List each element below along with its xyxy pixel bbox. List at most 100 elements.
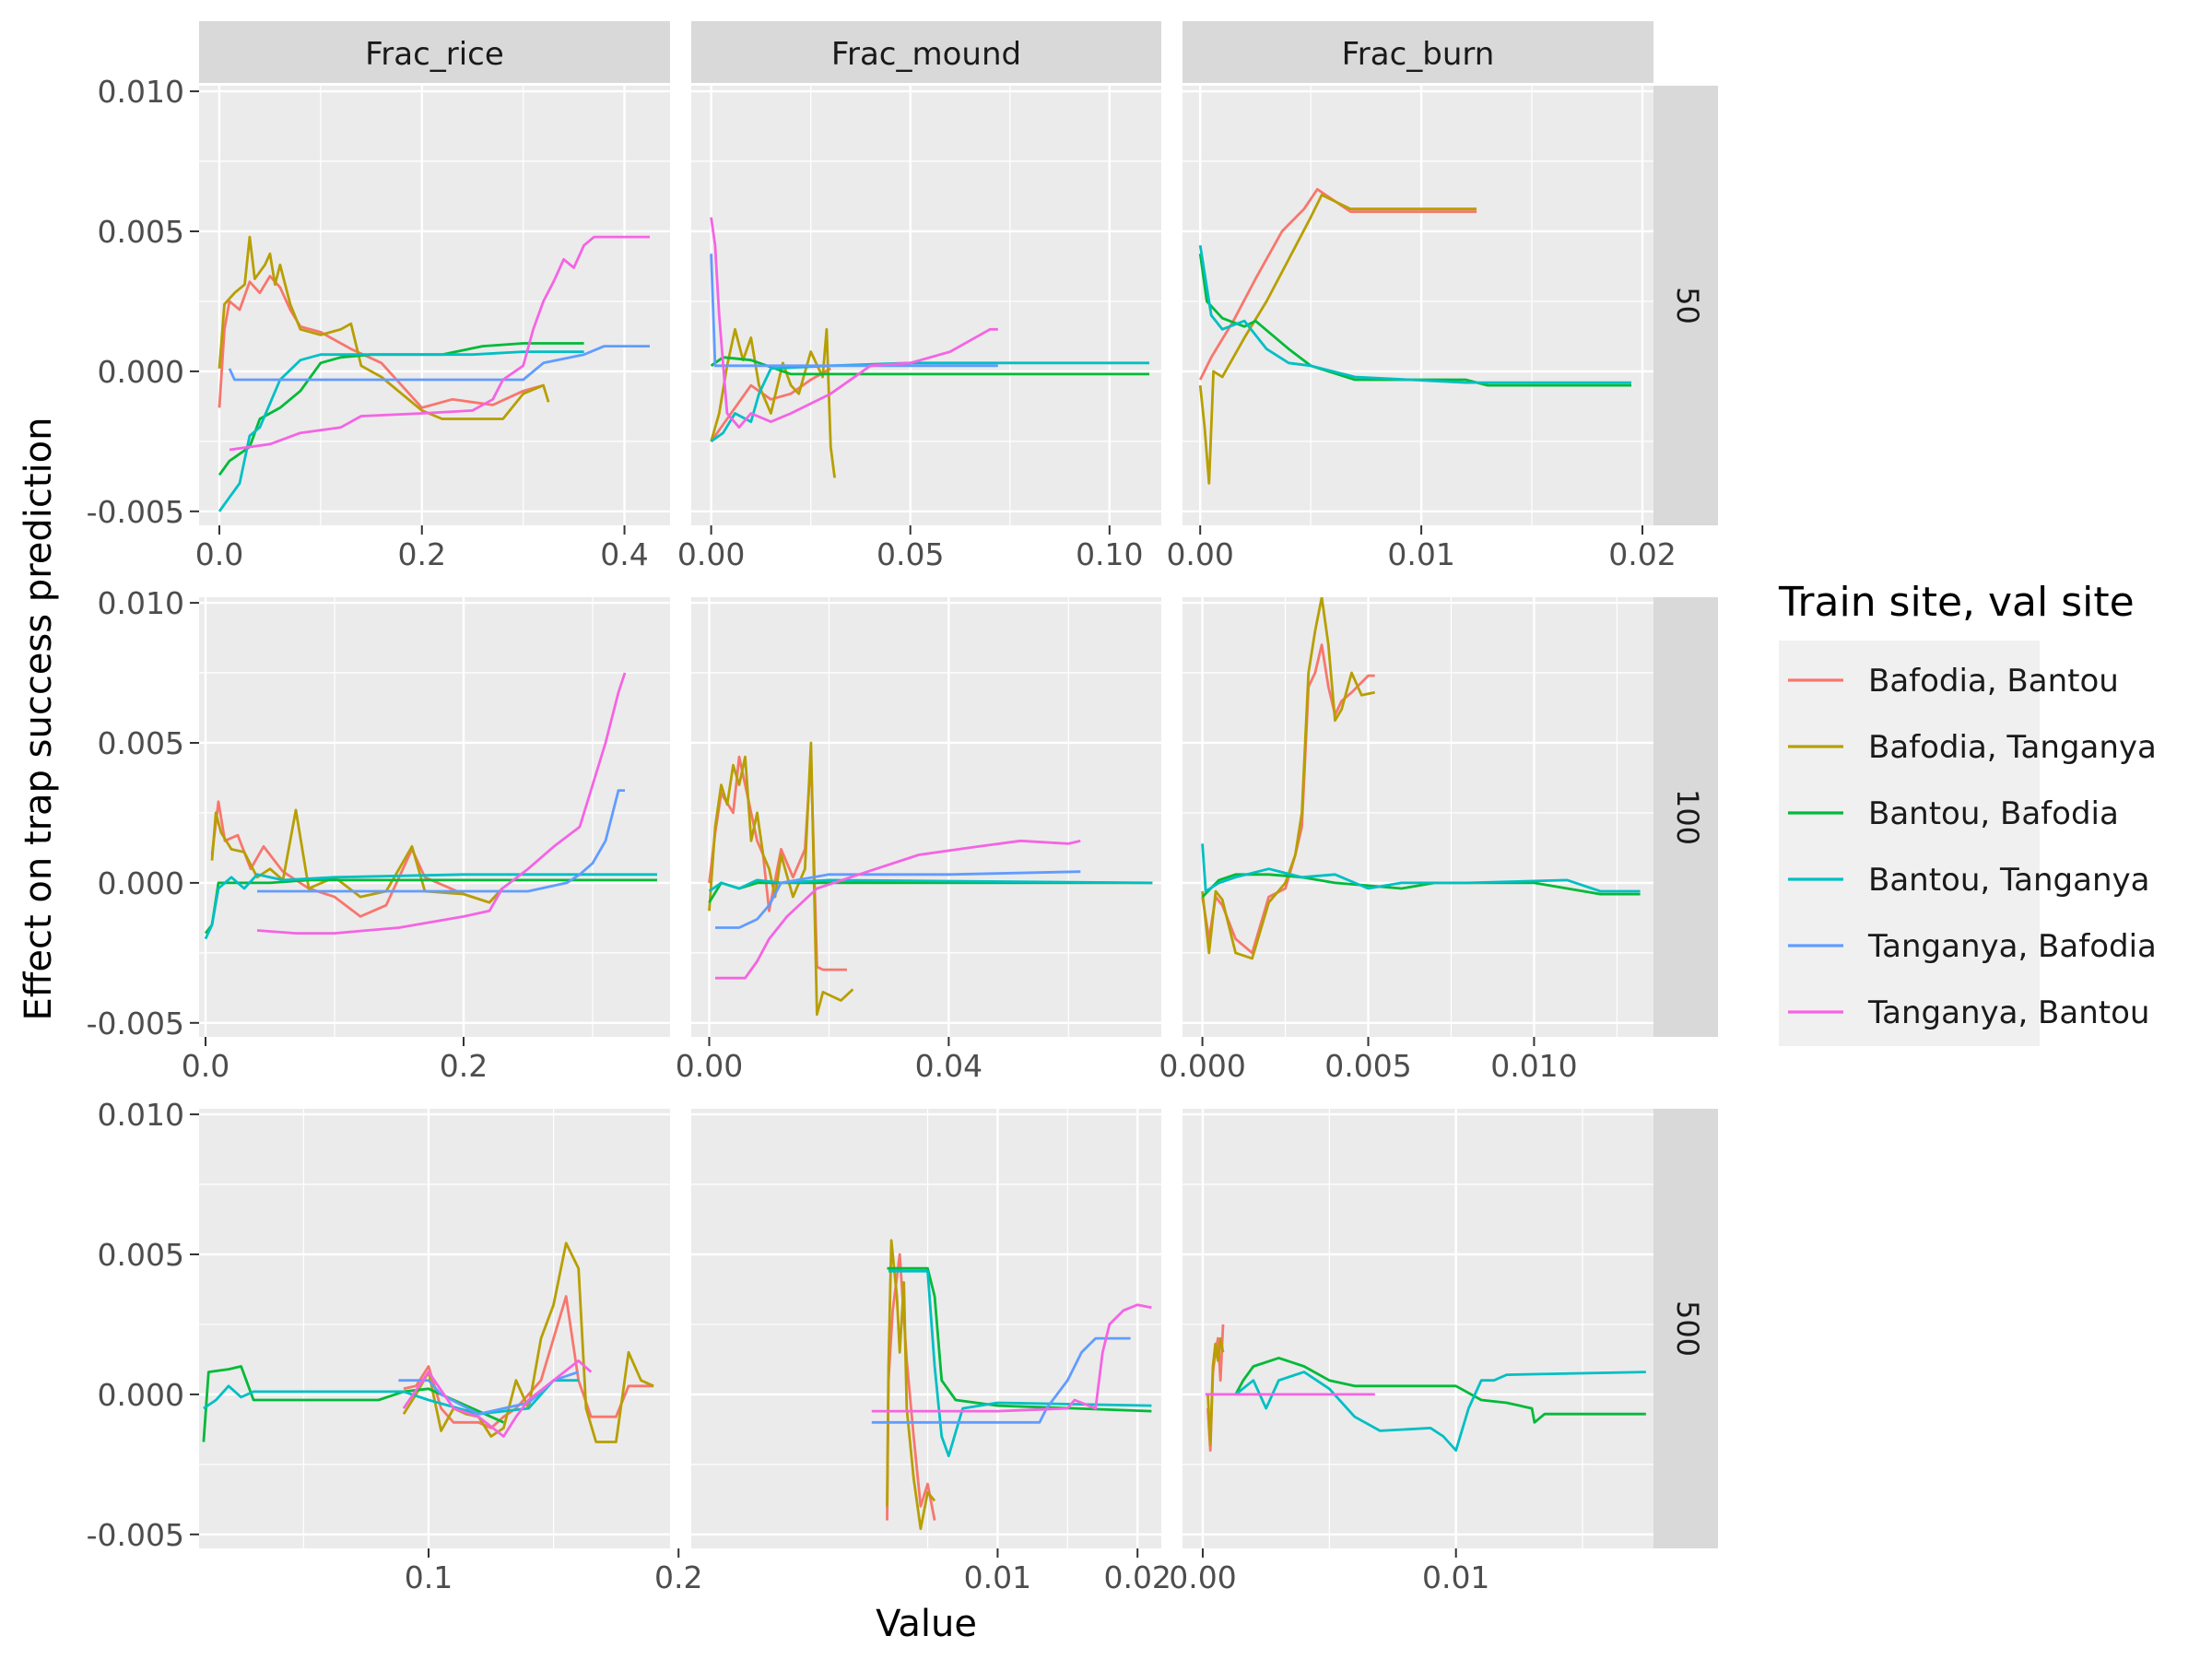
series-line-bafodia-tanganya	[1201, 597, 1375, 960]
series-line-bafodia-bantou	[710, 367, 831, 442]
legend-label: Tanganya, Bafodia	[1867, 928, 2157, 965]
x-tick-label: 0.04	[915, 1048, 982, 1084]
series-line-bantou-tanganya	[1198, 244, 1631, 384]
y-tick-label: 0.005	[98, 1237, 184, 1273]
series-line-tanganya-bafodia	[715, 870, 1081, 929]
panel-50-frac-rice: 0.0 0.2 0.4	[195, 86, 670, 572]
panel-background	[1182, 86, 1653, 525]
strip-label: 50	[1670, 287, 1705, 324]
series-line-bafodia-tanganya	[708, 741, 854, 1017]
y-tick-label: 0.005	[98, 725, 184, 761]
x-tick-label: 0.2	[440, 1048, 488, 1084]
series-line-bafodia-tanganya	[1206, 1336, 1225, 1446]
panels-layer: Frac_rice Frac_mound Frac_burn 50 100 500 -0.0…	[87, 21, 1718, 1595]
series-line-bantou-tanganya	[218, 350, 584, 512]
x-tick-label: 0.00	[1169, 1559, 1236, 1595]
y-tick-label: -0.005	[87, 1517, 184, 1553]
series-line-bafodia-bantou	[210, 800, 504, 918]
panel-500-frac-mound: 0.01 0.02	[691, 1109, 1171, 1595]
series-line-bafodia-bantou	[403, 1295, 654, 1430]
x-tick-label: 0.05	[877, 536, 944, 572]
panel-background	[199, 1109, 670, 1548]
strip-frac-rice	[199, 21, 670, 83]
x-tick-label: 0.01	[1387, 536, 1454, 572]
panel-background	[199, 86, 670, 525]
y-tick-label: 0.000	[98, 865, 184, 901]
x-tick-label: 0.0	[195, 536, 243, 572]
x-tick-label: 0.2	[654, 1559, 702, 1595]
y-tick-label: -0.005	[87, 494, 184, 530]
x-tick-label: 0.0	[182, 1048, 229, 1084]
legend: Train site, val site Bafodia, BantouBafo…	[1778, 579, 2157, 1046]
series-line-bantou-bafodia	[1201, 873, 1641, 899]
series-line-tanganya-bantou	[715, 839, 1081, 980]
legend-label: Bafodia, Tanganya	[1868, 729, 2157, 766]
x-tick-label: 0.00	[677, 536, 745, 572]
panel-500-frac-rice: 0.1 0.2	[199, 1109, 702, 1595]
panel-100-frac-rice: 0.0 0.2	[182, 597, 670, 1084]
x-tick-label: 0.01	[1422, 1559, 1489, 1595]
legend-label: Bantou, Tanganya	[1868, 862, 2149, 899]
strip-label: 500	[1670, 1300, 1705, 1357]
x-tick-label: 0.01	[964, 1559, 1031, 1595]
x-tick-label: 0.4	[600, 536, 648, 572]
strip-frac-burn	[1182, 21, 1653, 83]
x-tick-label: 0.02	[1103, 1559, 1171, 1595]
series-line-bantou-bafodia	[1234, 1357, 1646, 1424]
series-line-tanganya-bantou	[229, 235, 650, 452]
series-line-bantou-tanganya	[888, 1269, 1152, 1458]
panel-background	[1182, 597, 1653, 1037]
legend-entries: Bafodia, Bantou Bafodia, Tanganya Bantou, …	[1788, 663, 2157, 1031]
x-axis-title: Value	[876, 1603, 977, 1645]
y-tick-label: 0.005	[98, 214, 184, 250]
series-line-bafodia-tanganya	[710, 327, 836, 478]
y-axis-title: Effect on trap success prediction	[18, 418, 60, 1021]
series-line-tanganya-bafodia	[228, 345, 650, 382]
x-tick-label: 0.010	[1490, 1048, 1577, 1084]
strip-label: Frac_burn	[1342, 36, 1495, 73]
series-line-bantou-tanganya	[708, 878, 1153, 893]
y-tick-label: 0.010	[98, 1097, 184, 1133]
series-line-tanganya-bafodia	[871, 1336, 1131, 1424]
x-tick-label: 0.00	[1166, 536, 1233, 572]
legend-label: Tanganya, Bantou	[1867, 994, 2149, 1031]
panel-background	[1182, 1109, 1653, 1548]
y-tick-label: -0.005	[87, 1006, 184, 1041]
x-tick-label: 0.10	[1076, 536, 1143, 572]
series-line-bantou-bafodia	[202, 1365, 504, 1442]
series-line-bafodia-bantou	[1201, 643, 1375, 955]
series-line-bantou-tanganya	[204, 873, 657, 940]
panel-100-frac-mound: 0.00 0.04	[676, 597, 1161, 1084]
series-line-tanganya-bantou	[871, 1303, 1152, 1413]
series-line-bafodia-tanganya	[886, 1239, 936, 1531]
panel-50-frac-burn: 0.00 0.01 0.02	[1166, 86, 1677, 572]
series-line-tanganya-bantou	[402, 1359, 593, 1438]
series-line-bantou-bafodia	[887, 1266, 1152, 1413]
series-line-bantou-tanganya	[1201, 843, 1641, 893]
series-line-bantou-bafodia	[710, 356, 1149, 376]
series-line-tanganya-bantou	[710, 217, 998, 429]
series-line-tanganya-bantou	[256, 672, 627, 935]
strip-label: Frac_rice	[365, 36, 504, 73]
series-line-bafodia-tanganya	[218, 235, 550, 420]
y-tick-label: 0.010	[98, 74, 184, 110]
legend-title: Train site, val site	[1778, 579, 2135, 626]
series-line-bafodia-tanganya	[1198, 194, 1477, 485]
y-tick-label: 0.010	[98, 585, 184, 621]
x-tick-label: 0.00	[676, 1048, 743, 1084]
strip-row-50	[1653, 86, 1718, 525]
x-tick-label: 0.005	[1324, 1048, 1411, 1084]
x-tick-label: 0.2	[398, 536, 446, 572]
legend-label: Bafodia, Bantou	[1868, 663, 2119, 700]
strip-label: 100	[1670, 789, 1705, 845]
series-line-bantou-tanganya	[203, 1379, 579, 1416]
y-tick-label: 0.000	[98, 1377, 184, 1413]
strip-row-100	[1653, 597, 1718, 1037]
panel-background	[691, 86, 1161, 525]
strip-frac-mound	[691, 21, 1161, 83]
y-tick-label: 0.000	[98, 354, 184, 390]
panel-500-frac-burn: 0.00 0.01	[1169, 1109, 1653, 1595]
panel-100-frac-burn: 0.000 0.005 0.010	[1159, 597, 1653, 1084]
x-tick-label: 0.02	[1608, 536, 1676, 572]
